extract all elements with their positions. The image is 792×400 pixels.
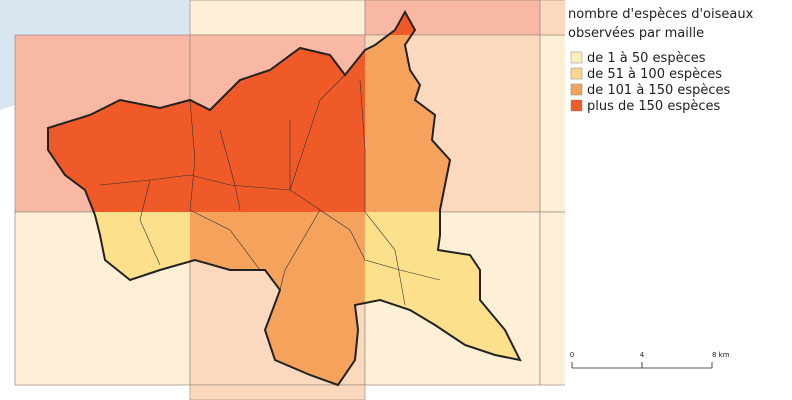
scale-label: 4 xyxy=(640,351,645,359)
legend-swatch xyxy=(570,51,583,64)
legend-swatch xyxy=(570,83,583,96)
legend-label: de 51 à 100 espèces xyxy=(587,67,722,82)
legend-label: de 1 à 50 espèces xyxy=(587,51,706,66)
legend-title: nombre d'espèces d'oiseaux xyxy=(568,7,754,22)
water xyxy=(0,0,190,110)
scale-bar xyxy=(571,362,713,369)
legend-label: de 101 à 150 espèces xyxy=(587,83,731,98)
legend-swatch xyxy=(570,99,583,112)
legend-panel xyxy=(565,0,792,400)
legend-swatch xyxy=(570,67,583,80)
legend-label: plus de 150 espèces xyxy=(587,99,721,114)
scale-label: 0 xyxy=(570,351,574,359)
legend-title: observées par maille xyxy=(568,26,704,41)
scale-label: 8 km xyxy=(712,351,730,359)
